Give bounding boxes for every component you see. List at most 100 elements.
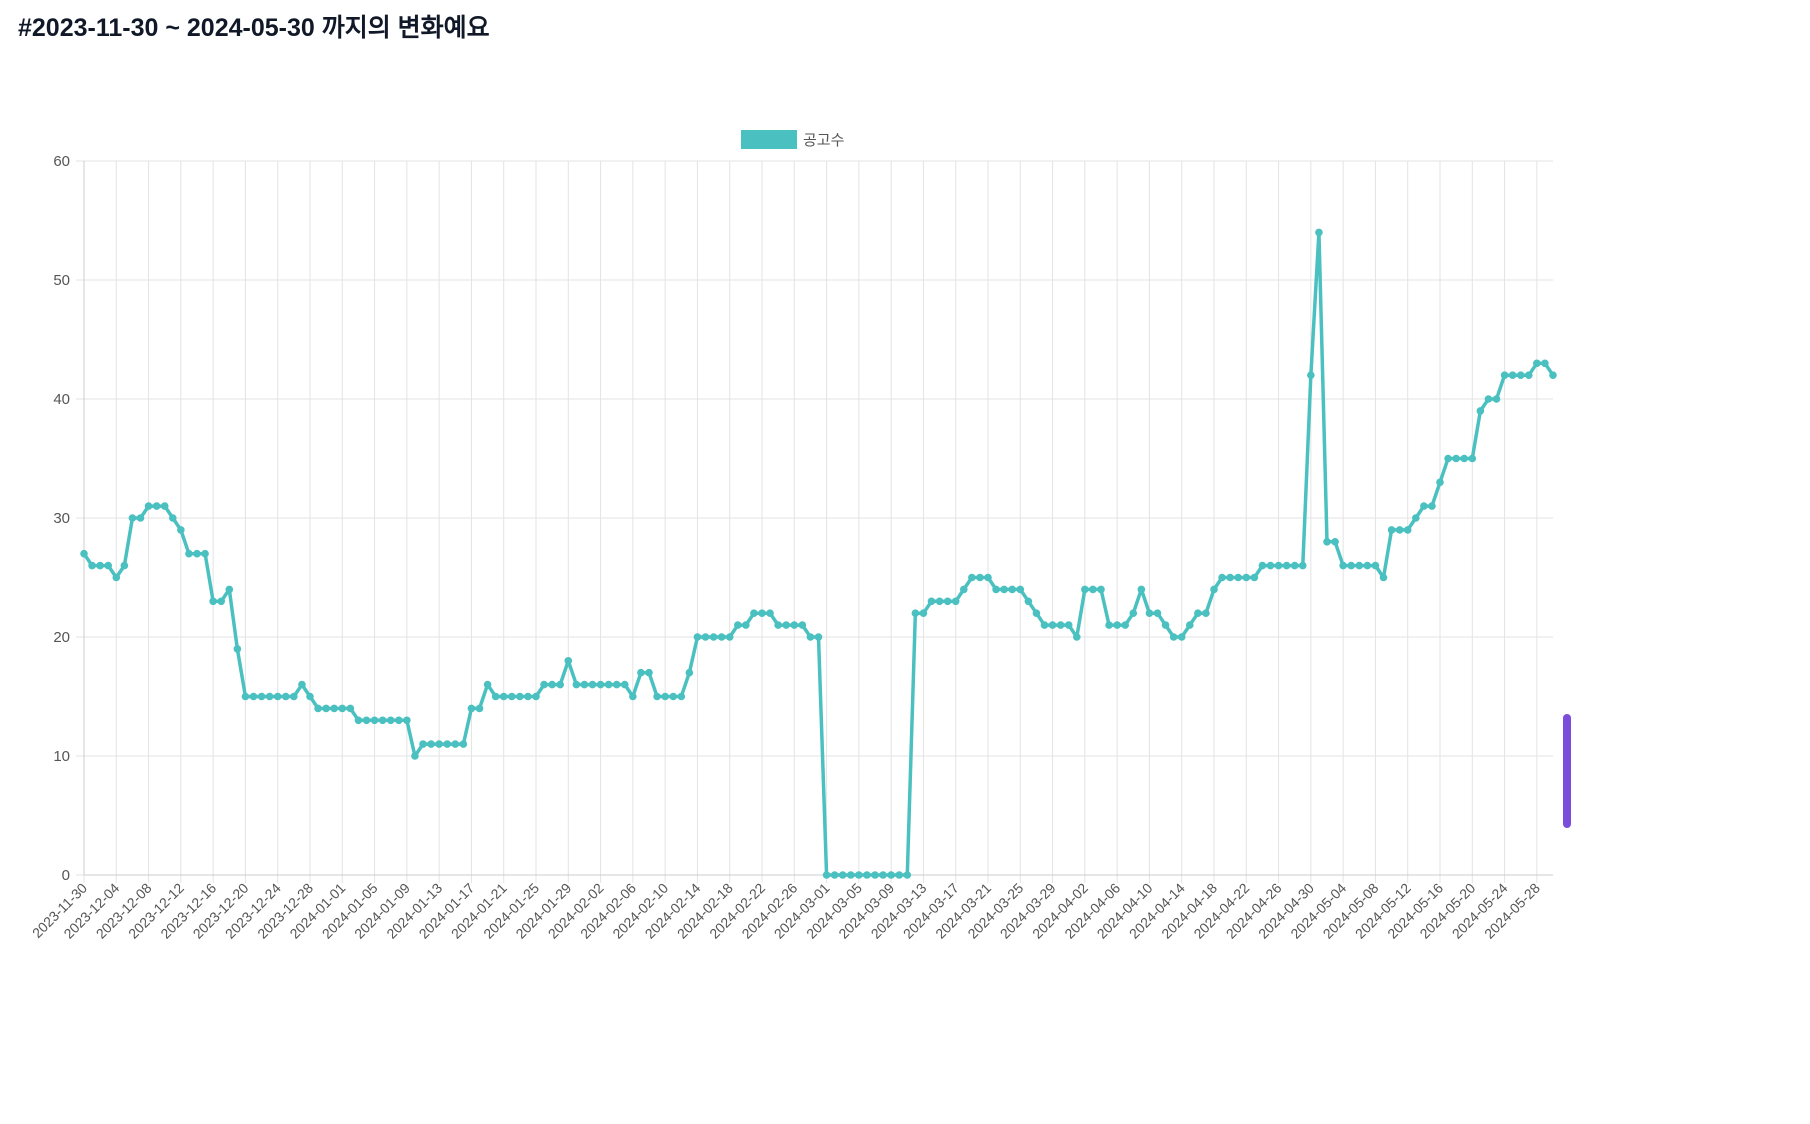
point: [733, 621, 742, 629]
point: [185, 549, 193, 558]
point: [685, 668, 694, 677]
point: [822, 871, 831, 879]
y-tick-label: 20: [53, 629, 70, 646]
point: [1153, 609, 1162, 617]
point: [556, 680, 565, 689]
point: [1298, 561, 1307, 570]
point: [507, 692, 516, 701]
point: [548, 680, 556, 689]
point: [661, 692, 669, 701]
point: [911, 609, 920, 617]
point: [1508, 371, 1517, 380]
point: [863, 871, 871, 879]
point: [1363, 561, 1372, 570]
point: [1315, 228, 1323, 237]
point: [1452, 454, 1460, 463]
point: [96, 561, 104, 570]
point: [725, 633, 734, 641]
point: [1395, 526, 1404, 534]
point: [322, 704, 330, 713]
point: [846, 871, 855, 879]
point: [693, 633, 702, 641]
point: [1460, 454, 1469, 463]
point: [806, 633, 815, 641]
point: [411, 752, 419, 760]
point: [564, 657, 573, 665]
point: [346, 704, 355, 713]
line: [82, 230, 1555, 877]
point: [314, 704, 322, 713]
point: [1355, 561, 1364, 570]
point: [677, 692, 686, 701]
point: [1137, 585, 1146, 594]
point: [290, 692, 298, 701]
point: [1105, 621, 1113, 629]
point: [265, 692, 274, 701]
point: [580, 680, 589, 689]
point: [1113, 621, 1121, 629]
point: [1428, 502, 1436, 510]
point: [152, 502, 161, 510]
point: [742, 621, 750, 629]
point: [1420, 502, 1428, 510]
point: [629, 692, 637, 701]
point: [1081, 585, 1089, 594]
point: [1145, 609, 1154, 617]
point: [750, 609, 758, 617]
point: [701, 633, 710, 641]
scroll-tab[interactable]: [1563, 714, 1571, 828]
point: [1290, 561, 1299, 570]
point: [1089, 585, 1097, 594]
point: [588, 680, 597, 689]
point: [193, 549, 201, 558]
point: [443, 740, 452, 748]
point: [1161, 621, 1170, 629]
point: [306, 692, 314, 701]
point: [1323, 538, 1331, 546]
point: [370, 716, 379, 725]
point: [919, 609, 928, 617]
point: [168, 514, 177, 522]
point: [1492, 395, 1501, 403]
point: [1177, 633, 1186, 641]
y-tick-label: 0: [62, 867, 70, 884]
point: [532, 692, 540, 701]
point: [88, 561, 96, 570]
point: [774, 621, 782, 629]
point: [612, 680, 621, 689]
point: [1436, 478, 1444, 487]
point: [1210, 585, 1218, 594]
point: [524, 692, 532, 701]
point: [637, 668, 645, 677]
point: [241, 692, 250, 701]
point: [1282, 561, 1291, 570]
y-tick-label: 30: [53, 510, 70, 527]
point: [386, 716, 395, 725]
point: [1307, 371, 1315, 380]
point: [1541, 359, 1549, 368]
point: [1387, 526, 1396, 534]
point: [1266, 561, 1275, 570]
chart-title: #2023-11-30 ~ 2024-05-30 까지의 변화예요: [18, 14, 490, 42]
point: [1194, 609, 1202, 617]
point: [354, 716, 363, 725]
point: [814, 633, 823, 641]
point: [782, 621, 791, 629]
point: [572, 680, 581, 689]
point: [419, 740, 427, 748]
point: [177, 526, 185, 534]
point: [1331, 538, 1339, 546]
point: [1056, 621, 1065, 629]
point: [1371, 561, 1380, 570]
point: [144, 502, 153, 510]
point: [620, 680, 629, 689]
point: [1250, 573, 1259, 582]
point: [838, 871, 847, 879]
point: [1339, 561, 1347, 570]
point: [120, 561, 129, 570]
point: [669, 692, 678, 701]
point: [879, 871, 887, 879]
point: [128, 514, 137, 522]
point: [1040, 621, 1049, 629]
